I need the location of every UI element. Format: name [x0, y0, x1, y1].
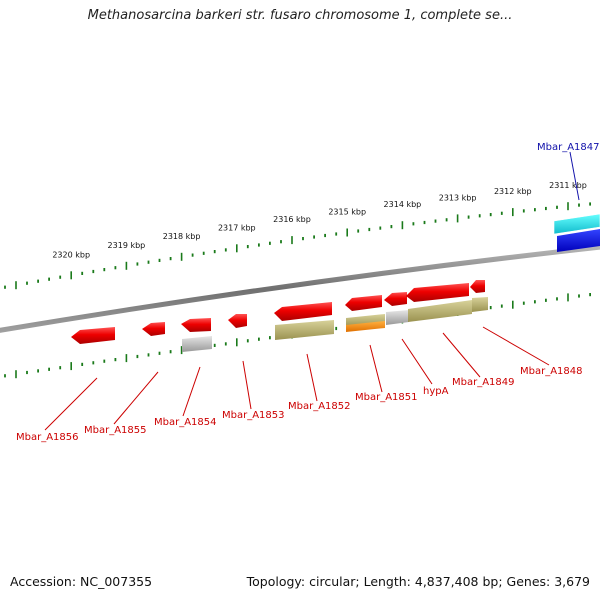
cds-block-mbar-a1849[interactable] [408, 300, 472, 322]
gene-label-mbar-a1849[interactable]: Mbar_A1849 [452, 377, 515, 388]
map-title: Methanosarcina barkeri str. fusaro chrom… [87, 8, 513, 23]
gene-arrow-mbar-a1848[interactable] [470, 280, 485, 293]
gene-label-mbar-a1853[interactable]: Mbar_A1853 [222, 410, 285, 421]
cds-block-mbar-a1848[interactable] [472, 297, 488, 312]
label-leaders [44, 151, 580, 431]
plus-strand-genes [71, 280, 488, 352]
gene-label-mbar-a1852[interactable]: Mbar_A1852 [288, 401, 351, 412]
gene-labels: Mbar_A1847 Mbar_A1848 Mbar_A1849 hypA Mb… [16, 142, 600, 443]
scale-labels: 2311 kbp 2312 kbp 2313 kbp 2314 kbp 2315 kbp… [52, 181, 587, 259]
gene-arrow-mbar-a1854[interactable] [181, 318, 211, 332]
accession-text: Accession: NC_007355 [10, 574, 153, 589]
topology-summary-text: Topology: circular; Length: 4,837,408 bp… [246, 574, 590, 589]
gene-arrow-mbar-a1851[interactable] [345, 295, 382, 311]
scale-label: 2312 kbp [494, 187, 532, 196]
gene-label-hypa[interactable]: hypA [423, 386, 449, 397]
scale-label: 2319 kbp [108, 241, 146, 250]
gene-arrow-mbar-a1856[interactable] [71, 327, 115, 344]
gene-arrow-mbar-a1849[interactable] [406, 283, 469, 302]
scale-label: 2315 kbp [328, 208, 366, 217]
gene-arrow-mbar-a1853[interactable] [228, 314, 247, 328]
scale-label: 2317 kbp [218, 223, 256, 232]
scale-label: 2311 kbp [549, 181, 587, 190]
gene-label-mbar-a1847[interactable]: Mbar_A1847 [537, 142, 600, 153]
cds-block-mbar-a1852[interactable] [275, 320, 334, 340]
chromosome-backbone [0, 244, 600, 333]
outer-scale-ticks [4, 202, 591, 290]
gene-label-mbar-a1851[interactable]: Mbar_A1851 [355, 392, 418, 403]
cds-block-mbar-a1847[interactable] [553, 213, 600, 235]
cds-orange-mbar-a1851[interactable] [346, 321, 385, 332]
gene-label-mbar-a1856[interactable]: Mbar_A1856 [16, 432, 79, 443]
gene-label-mbar-a1855[interactable]: Mbar_A1855 [84, 425, 147, 436]
gene-arrow-mbar-a1852[interactable] [274, 302, 332, 321]
gene-label-mbar-a1848[interactable]: Mbar_A1848 [520, 366, 583, 377]
scale-label: 2313 kbp [439, 193, 477, 202]
cds-block-hypa[interactable] [386, 310, 409, 325]
feature-mbar-a1847[interactable] [553, 213, 600, 252]
scale-label: 2314 kbp [384, 200, 422, 209]
scale-label: 2316 kbp [273, 215, 311, 224]
gene-arrow-hypa[interactable] [384, 292, 407, 306]
gene-arrow-mbar-a1847[interactable] [557, 229, 600, 252]
scale-label: 2320 kbp [52, 250, 90, 259]
cds-block-mbar-a1854[interactable] [182, 336, 212, 352]
gene-arrow-mbar-a1855[interactable] [142, 322, 165, 336]
gene-label-mbar-a1854[interactable]: Mbar_A1854 [154, 417, 217, 428]
scale-label: 2318 kbp [163, 232, 201, 241]
